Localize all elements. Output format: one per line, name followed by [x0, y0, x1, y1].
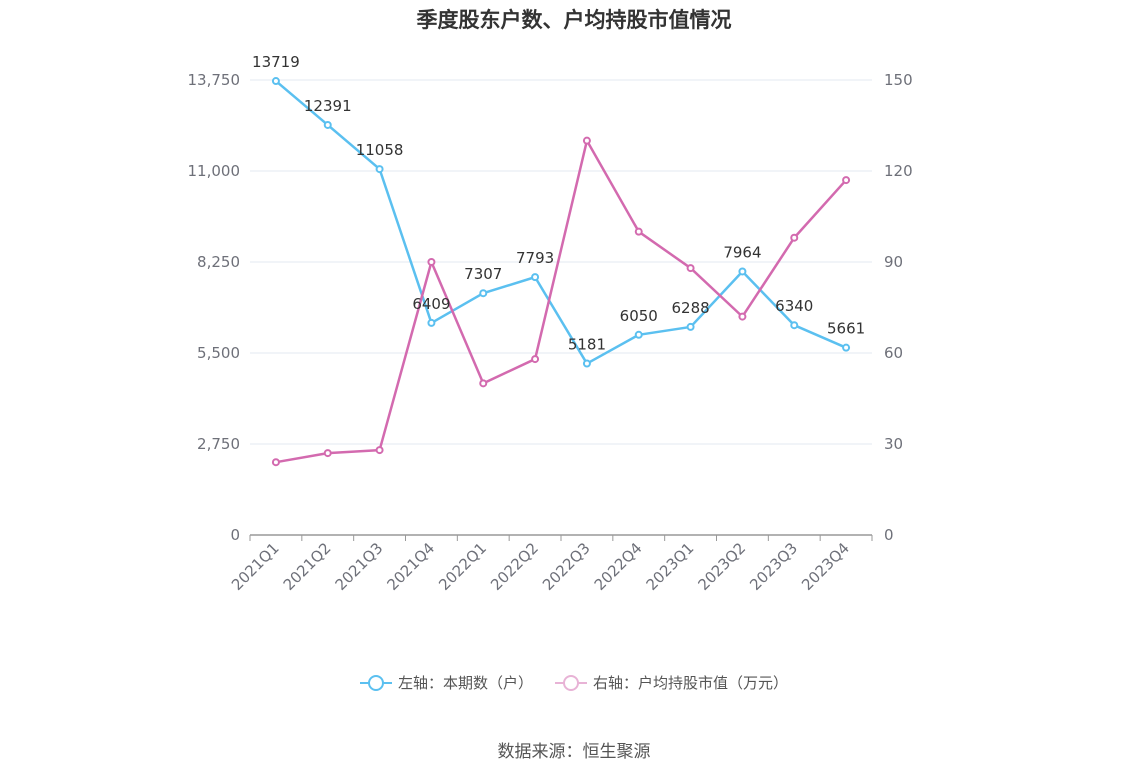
x-tick-label: 2023Q1 [643, 539, 698, 594]
y-left-tick-label: 0 [230, 526, 240, 544]
point-avg-value [582, 136, 591, 145]
data-label: 7307 [464, 265, 502, 283]
y-left-tick-label: 2,750 [197, 435, 240, 453]
y-left-tick-label: 11,000 [188, 162, 241, 180]
y-right-tick-label: 30 [884, 435, 903, 453]
data-label: 6050 [620, 307, 658, 325]
data-label: 5181 [568, 336, 606, 354]
data-label: 6340 [775, 297, 813, 315]
point-avg-value [323, 449, 332, 458]
x-tick-label: 2021Q4 [383, 539, 438, 594]
point-households [427, 318, 436, 327]
point-avg-value [686, 264, 695, 273]
point-avg-value [531, 355, 540, 364]
chart-title: 季度股东户数、户均持股市值情况 [416, 8, 732, 32]
legend-line-circle-icon [555, 674, 587, 691]
y-right-tick-label: 150 [884, 71, 913, 89]
point-avg-value [427, 258, 436, 266]
series-line-avg-value [275, 139, 848, 464]
point-avg-value [479, 379, 488, 388]
series-line-households [275, 80, 847, 365]
x-tick-label: 2022Q1 [435, 539, 490, 594]
point-households [323, 120, 332, 129]
point-households [842, 343, 851, 352]
point-avg-value [842, 176, 851, 185]
x-tick-label: 2023Q4 [798, 539, 853, 594]
line-chart: 0 2,750 5,500 8,250 11,000 13,750 0 30 60 90 120 15… [188, 53, 913, 594]
data-label: 11058 [356, 141, 404, 159]
point-households [582, 359, 591, 368]
point-households [531, 273, 540, 282]
x-tick-label: 2022Q3 [539, 539, 594, 594]
y-right-tick-label: 60 [884, 344, 903, 362]
data-label: 7793 [516, 249, 554, 267]
x-tick-label: 2022Q2 [487, 539, 542, 594]
legend: 左轴：本期数（户） 右轴：户均持股市值（万元） [0, 672, 1148, 693]
source-note: 数据来源：恒生聚源 [497, 742, 651, 762]
data-label: 6409 [412, 295, 450, 313]
data-label: 5661 [827, 320, 865, 338]
x-tick-label: 2022Q4 [591, 539, 646, 594]
data-label: 7964 [723, 243, 761, 261]
legend-item-avg-value[interactable]: 右轴：户均持股市值（万元） [555, 672, 788, 693]
legend-line-circle-icon [359, 674, 392, 691]
x-tick-label: 2021Q2 [280, 539, 335, 594]
point-households [634, 330, 643, 339]
x-tick-label: 2023Q2 [694, 539, 749, 594]
point-households [479, 289, 488, 298]
point-households [686, 322, 695, 331]
point-households [271, 77, 280, 86]
x-tick-label: 2021Q3 [332, 539, 387, 594]
data-label: 13719 [252, 53, 300, 71]
data-label: 12391 [304, 97, 352, 115]
x-tick-label: 2023Q3 [746, 539, 801, 594]
y-left-tick-label: 8,250 [197, 253, 240, 271]
data-label: 6288 [671, 299, 709, 317]
legend-label-households: 左轴：本期数（户） [397, 674, 533, 692]
y-left-tick-label: 5,500 [197, 344, 240, 362]
point-avg-value [375, 446, 384, 455]
point-households [738, 267, 747, 276]
legend-item-households[interactable]: 左轴：本期数（户） [359, 672, 533, 693]
point-avg-value [634, 227, 643, 236]
point-avg-value [738, 312, 747, 321]
point-avg-value [790, 233, 799, 242]
y-right-tick-label: 90 [884, 253, 903, 271]
y-left-tick-label: 13,750 [188, 71, 241, 89]
point-households [790, 321, 799, 330]
point-avg-value [271, 458, 280, 467]
legend-label-avg-value: 右轴：户均持股市值（万元） [593, 674, 789, 692]
y-right-tick-label: 120 [884, 162, 913, 180]
point-households [375, 165, 384, 174]
x-tick-label: 2021Q1 [228, 539, 283, 594]
y-right-tick-label: 0 [884, 526, 894, 544]
